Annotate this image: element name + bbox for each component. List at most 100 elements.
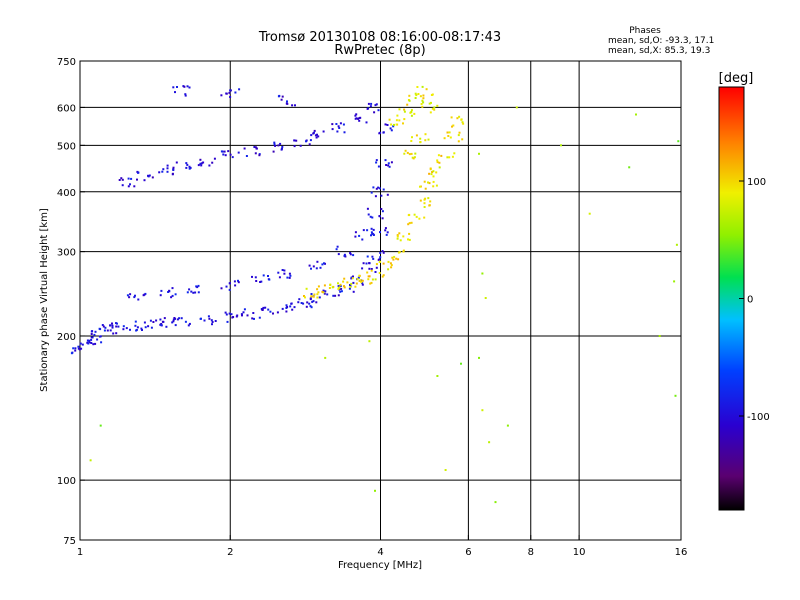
data-point <box>127 177 130 180</box>
data-point <box>366 207 369 210</box>
data-point <box>159 318 162 321</box>
data-point <box>373 111 376 114</box>
data-point <box>384 123 387 126</box>
data-point <box>673 280 676 283</box>
data-point <box>90 338 93 341</box>
data-point <box>372 186 375 189</box>
data-point <box>362 229 365 232</box>
data-point <box>628 166 631 169</box>
stats-x-mode: mean, sd,X: 85.3, 19.3 <box>608 46 710 56</box>
data-point <box>415 134 418 137</box>
data-point <box>435 184 438 187</box>
x-tick-label: 8 <box>528 547 534 558</box>
data-point <box>100 341 103 344</box>
data-point <box>220 287 223 290</box>
data-point <box>211 161 214 164</box>
y-tick-label: 750 <box>57 57 76 68</box>
data-point <box>413 112 416 115</box>
data-point <box>309 298 312 301</box>
y-tick-label: 500 <box>57 141 76 152</box>
data-point <box>243 147 246 150</box>
data-point <box>160 324 163 327</box>
data-point <box>133 185 136 188</box>
data-point <box>323 262 325 265</box>
data-point <box>450 116 453 119</box>
data-point <box>436 375 439 377</box>
data-point <box>171 287 174 290</box>
chart-title: Tromsø 20130108 08:16:00-08:17:43 <box>258 30 501 45</box>
data-point <box>339 290 342 293</box>
data-point <box>332 294 335 297</box>
data-point <box>329 283 332 286</box>
data-point <box>368 275 371 278</box>
data-point <box>384 229 387 232</box>
data-point <box>229 96 232 98</box>
data-point <box>197 164 200 167</box>
data-point <box>371 255 374 258</box>
data-point <box>366 229 369 232</box>
data-point <box>453 152 456 155</box>
data-point <box>415 215 418 218</box>
data-point <box>392 125 395 128</box>
data-point <box>188 322 191 325</box>
data-point <box>310 306 313 309</box>
data-point <box>90 330 93 333</box>
data-point <box>300 302 303 304</box>
data-point <box>172 166 175 169</box>
axis-ticks: 1 2 4 6 8 10 16 75 100 200 300 400 500 600 750 <box>57 57 687 558</box>
data-point <box>188 167 191 170</box>
data-point <box>81 343 84 346</box>
data-point <box>274 144 277 147</box>
data-point <box>262 306 265 309</box>
data-point <box>635 113 637 116</box>
data-point <box>461 138 464 141</box>
data-point <box>488 441 491 444</box>
data-point <box>315 301 318 304</box>
data-point <box>128 296 131 299</box>
data-point <box>254 276 257 279</box>
data-point <box>111 322 113 325</box>
data-point <box>240 313 243 316</box>
data-point <box>398 251 401 254</box>
data-point <box>224 311 227 314</box>
data-point <box>375 103 378 106</box>
data-point <box>149 319 152 322</box>
data-point <box>374 195 377 198</box>
data-point <box>424 187 427 190</box>
data-point <box>350 276 353 279</box>
data-point <box>414 92 417 95</box>
data-point <box>343 131 346 134</box>
data-point <box>406 151 409 154</box>
data-point <box>337 285 340 288</box>
data-point <box>186 85 189 88</box>
data-point <box>419 137 422 140</box>
data-point <box>211 321 214 323</box>
data-point <box>366 271 369 274</box>
data-point <box>167 291 170 293</box>
data-point <box>161 170 164 173</box>
data-point <box>281 147 283 150</box>
data-point <box>427 181 429 184</box>
data-point <box>286 100 288 103</box>
data-point <box>408 213 411 216</box>
data-point <box>317 291 320 294</box>
data-point <box>588 212 591 215</box>
data-point <box>385 164 388 166</box>
data-point <box>225 313 228 316</box>
data-point <box>286 276 289 279</box>
data-point <box>349 253 352 256</box>
data-point <box>309 305 312 308</box>
data-point <box>458 131 461 134</box>
data-point <box>237 281 240 284</box>
data-point <box>379 256 382 259</box>
data-point <box>420 103 423 105</box>
data-point <box>340 287 343 290</box>
data-point <box>115 332 118 335</box>
data-point <box>367 213 370 216</box>
data-point <box>285 304 288 307</box>
data-point <box>367 278 370 281</box>
data-point <box>165 325 168 328</box>
data-point <box>225 92 228 95</box>
data-point <box>264 306 267 309</box>
data-point <box>377 258 380 261</box>
